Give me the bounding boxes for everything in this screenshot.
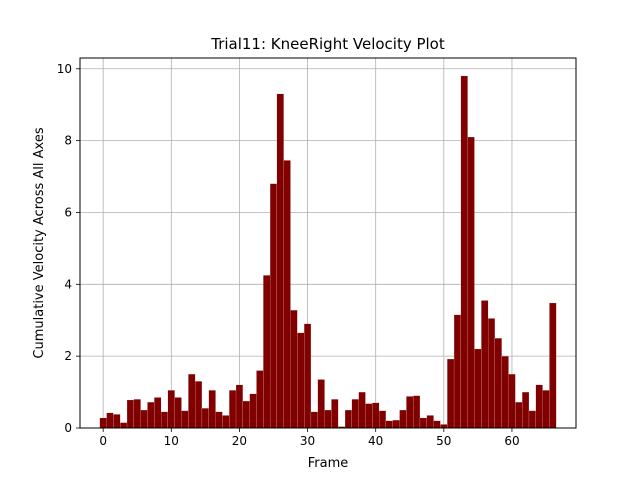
bar	[188, 374, 196, 429]
bar	[501, 356, 509, 429]
y-tick-label: 4	[64, 277, 72, 291]
plot-frame	[79, 57, 577, 429]
bar	[385, 420, 393, 429]
y-axis-label: Cumulative Velocity Across All Axes	[32, 127, 47, 358]
bar	[419, 417, 427, 429]
bar	[453, 314, 461, 429]
bar	[447, 358, 455, 429]
bar	[297, 332, 305, 429]
y-tick-label: 2	[64, 349, 72, 363]
bar	[522, 392, 530, 429]
bar	[215, 411, 223, 429]
bar	[154, 397, 162, 429]
x-tick-label: 20	[232, 434, 247, 448]
x-tick-label: 10	[164, 434, 179, 448]
x-tick-label: 0	[99, 434, 107, 448]
bar	[433, 420, 441, 429]
bar	[515, 402, 523, 429]
bar	[147, 402, 155, 429]
y-tick-label: 6	[64, 205, 72, 219]
bar	[304, 323, 312, 429]
bar	[270, 183, 277, 429]
bar	[256, 370, 264, 429]
bar	[324, 409, 332, 429]
bar	[120, 422, 128, 429]
bar	[413, 395, 421, 429]
bar	[222, 415, 230, 429]
bar	[133, 399, 141, 429]
bar	[235, 384, 243, 429]
bar	[440, 424, 448, 429]
bar	[113, 414, 121, 429]
x-tick-label: 60	[504, 434, 519, 448]
bar	[161, 411, 168, 429]
bar	[508, 374, 516, 429]
bar	[174, 397, 182, 429]
x-tick-label: 40	[368, 434, 383, 448]
bar	[467, 136, 475, 429]
bar	[392, 420, 400, 429]
bar	[106, 412, 114, 429]
bar	[481, 300, 489, 429]
bar	[276, 93, 284, 429]
bar	[99, 417, 107, 429]
bar	[229, 390, 237, 429]
bar	[460, 75, 468, 429]
bar	[344, 409, 352, 429]
bar	[167, 390, 175, 429]
bar	[351, 399, 359, 429]
bar	[372, 402, 380, 429]
x-tick-label: 30	[300, 434, 315, 448]
bar	[201, 408, 209, 429]
bar	[290, 310, 298, 429]
grid-lines	[80, 58, 576, 429]
bar	[249, 393, 257, 429]
y-tick-label: 0	[64, 421, 72, 435]
bar	[494, 338, 502, 429]
chart-title: Trial11: KneeRight Velocity Plot	[210, 35, 445, 53]
bar	[488, 318, 495, 429]
bar	[126, 399, 134, 429]
bar	[140, 409, 148, 429]
bar	[399, 409, 407, 429]
bar	[542, 390, 550, 429]
bar	[528, 410, 536, 429]
bar	[379, 410, 386, 429]
bar	[365, 403, 373, 429]
bar	[195, 381, 203, 429]
bar	[310, 411, 318, 429]
bar	[317, 379, 325, 429]
bar	[181, 410, 189, 429]
axis-ticks: 0 10 20 30 40 50 60 0 2 4 6 8 10	[57, 62, 520, 448]
x-axis-label: Frame	[308, 456, 349, 471]
y-tick-label: 8	[64, 134, 72, 148]
bar	[426, 415, 434, 429]
bar	[535, 384, 543, 429]
x-tick-label: 50	[436, 434, 451, 448]
y-tick-label: 10	[57, 62, 72, 76]
bar	[283, 160, 291, 429]
bar	[358, 392, 366, 429]
bars	[99, 75, 557, 429]
bar	[242, 400, 250, 429]
bar	[474, 348, 482, 429]
bar	[331, 399, 339, 429]
bar	[208, 390, 216, 429]
bar	[549, 302, 557, 429]
bar	[263, 275, 271, 429]
bar	[406, 396, 414, 429]
